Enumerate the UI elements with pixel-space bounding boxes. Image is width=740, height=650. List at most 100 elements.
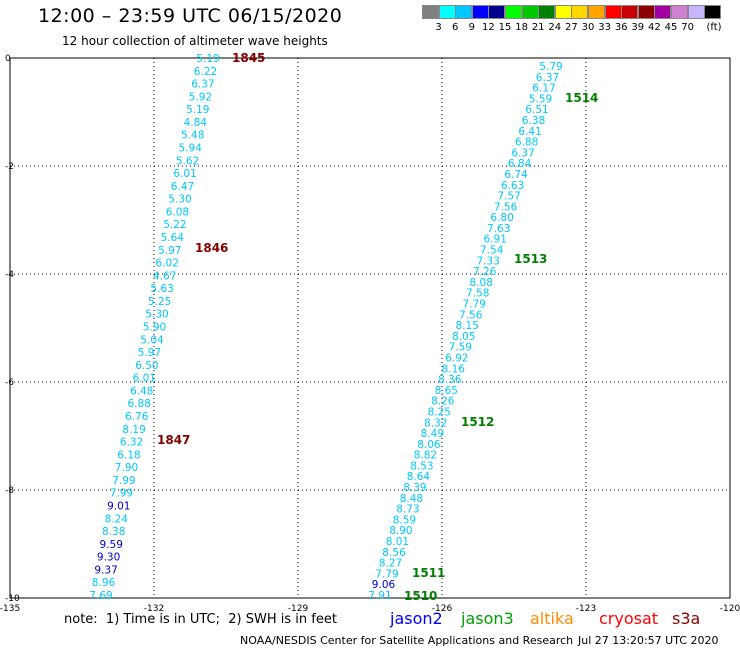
pass-time-label: 1511 xyxy=(412,566,445,580)
latitude-tick-label: -4 xyxy=(5,270,14,280)
wave-height-label: 6.37 xyxy=(511,147,534,159)
east-altimeter-track: 5.796.376.175.596.516.386.416.886.376.84… xyxy=(368,61,562,602)
wave-height-label: 6.50 xyxy=(135,360,158,372)
wave-height-label: 6.02 xyxy=(156,258,179,270)
wave-height-label: 7.56 xyxy=(459,309,483,321)
wave-height-label: 5.97 xyxy=(138,347,161,359)
axis-tick-labels: -135 -132 -129 -126 -123 -120 0 -2 -4 -6 -8 -10 xyxy=(0,54,740,614)
wave-height-label: 8.56 xyxy=(382,547,406,559)
wave-height-label: 6.84 xyxy=(508,158,532,170)
wave-height-label: 6.80 xyxy=(490,212,513,224)
color-swatch xyxy=(621,5,639,19)
wave-height-label: 8.25 xyxy=(428,407,451,419)
wave-height-label: 9.01 xyxy=(107,501,130,513)
wave-height-label: 7.69 xyxy=(89,590,112,602)
wave-height-label: 8.59 xyxy=(393,514,416,526)
wave-height-label: 8.65 xyxy=(435,385,458,397)
west-altimeter-track: 5.196.226.375.925.194.845.485.945.626.01… xyxy=(89,53,219,602)
pass-time-label: 1513 xyxy=(514,252,547,266)
wave-height-label: 6.51 xyxy=(525,104,548,116)
page-subtitle: 12 hour collection of altimeter wave hei… xyxy=(62,34,328,48)
latitude-tick-label: -6 xyxy=(5,378,14,388)
color-scale-label: 3 xyxy=(435,22,442,33)
longitude-tick-label: -123 xyxy=(576,604,596,614)
wave-height-label: 8.90 xyxy=(389,525,412,537)
wave-height-label: 5.19 xyxy=(196,53,219,65)
wave-height-label: 6.91 xyxy=(484,234,507,246)
color-swatch xyxy=(704,5,722,19)
wave-height-label: 6.41 xyxy=(518,126,541,138)
color-swatch xyxy=(521,5,539,19)
latitude-tick-label: -8 xyxy=(5,486,14,496)
wave-height-label: 6.01 xyxy=(173,168,196,180)
wave-height-label: 6.48 xyxy=(130,385,153,397)
wave-height-label: 7.58 xyxy=(466,288,489,300)
wave-height-label: 5.22 xyxy=(163,219,186,231)
wave-height-label: 7.91 xyxy=(368,590,391,602)
color-scale-label: 45 xyxy=(664,22,678,33)
wave-height-label: 6.32 xyxy=(120,437,143,449)
color-scale-label: 70 xyxy=(681,22,694,33)
legend-s3a: s3a xyxy=(672,609,701,628)
wave-height-label: 6.18 xyxy=(117,449,140,461)
wave-height-label: 5.59 xyxy=(529,93,552,105)
wave-height-label: 5.90 xyxy=(143,322,166,334)
wave-height-label: 5.30 xyxy=(145,309,168,321)
wave-height-label: 6.47 xyxy=(171,181,194,193)
wave-height-label: 8.05 xyxy=(452,331,475,343)
generated-timestamp: Jul 27 13:20:57 UTC 2020 xyxy=(578,634,719,647)
color-scale-label: 24 xyxy=(548,22,562,33)
wave-height-label: 7.26 xyxy=(473,266,497,278)
wave-height-label: 7.90 xyxy=(115,462,138,474)
page-title: 12:00 – 23:59 UTC 06/15/2020 xyxy=(38,5,343,27)
color-swatch xyxy=(422,5,440,19)
legend-altika: altika xyxy=(530,609,574,628)
longitude-tick-label: -120 xyxy=(720,604,740,614)
wave-height-label: 8.26 xyxy=(431,396,455,408)
wave-height-label: 4.67 xyxy=(153,270,176,282)
wave-height-label: 5.63 xyxy=(150,283,173,295)
wave-height-label: 8.73 xyxy=(396,504,419,516)
color-swatch xyxy=(538,5,556,19)
wave-height-label: 7.79 xyxy=(463,299,486,311)
wave-height-label: 5.62 xyxy=(176,155,199,167)
wave-height-label: 8.38 xyxy=(102,526,125,538)
legend-cryosat: cryosat xyxy=(599,609,659,628)
wave-height-label: 6.74 xyxy=(504,169,528,181)
wave-height-label: 8.32 xyxy=(424,417,447,429)
wave-height-label: 8.53 xyxy=(410,460,433,472)
wave-height-label: 8.27 xyxy=(379,558,402,570)
pass-time-label: 1512 xyxy=(461,415,494,429)
latitude-tick-label: 0 xyxy=(5,54,11,64)
pass-time-label: 1846 xyxy=(195,241,228,255)
wave-height-label: 7.56 xyxy=(494,201,518,213)
wave-height-label: 5.94 xyxy=(179,143,203,155)
wave-height-label: 8.36 xyxy=(438,374,462,386)
color-scale-label: 39 xyxy=(631,22,645,33)
wave-height-label: 9.06 xyxy=(372,579,396,591)
pass-time-label: 1845 xyxy=(232,51,265,65)
wave-height-label: 7.79 xyxy=(375,568,398,580)
pass-time-labels: 1845 1846 1847 1514 1513 1512 1511 1510 xyxy=(157,51,598,603)
wave-height-label: 6.88 xyxy=(128,398,151,410)
wave-height-label: 5.64 xyxy=(161,232,185,244)
pass-time-label: 1510 xyxy=(404,589,437,603)
wave-height-label: 8.19 xyxy=(122,424,145,436)
wave-height-label: 7.57 xyxy=(497,191,520,203)
color-scale-label: 42 xyxy=(648,22,661,33)
color-scale-label: 36 xyxy=(614,22,628,33)
longitude-tick-label: -129 xyxy=(288,604,309,614)
longitude-tick-label: -132 xyxy=(144,604,164,614)
wave-height-label: 6.37 xyxy=(536,72,559,84)
wave-height-label: 8.06 xyxy=(417,439,441,451)
color-scale-label: 30 xyxy=(581,22,595,33)
pass-time-label: 1514 xyxy=(565,91,598,105)
wave-height-label: 9.30 xyxy=(97,552,120,564)
color-swatch xyxy=(505,5,523,19)
wave-height-label: 5.19 xyxy=(186,104,209,116)
wave-height-label: 8.08 xyxy=(470,277,493,289)
color-swatch xyxy=(654,5,672,19)
wave-height-label: 6.88 xyxy=(515,137,538,149)
color-swatch xyxy=(471,5,489,19)
